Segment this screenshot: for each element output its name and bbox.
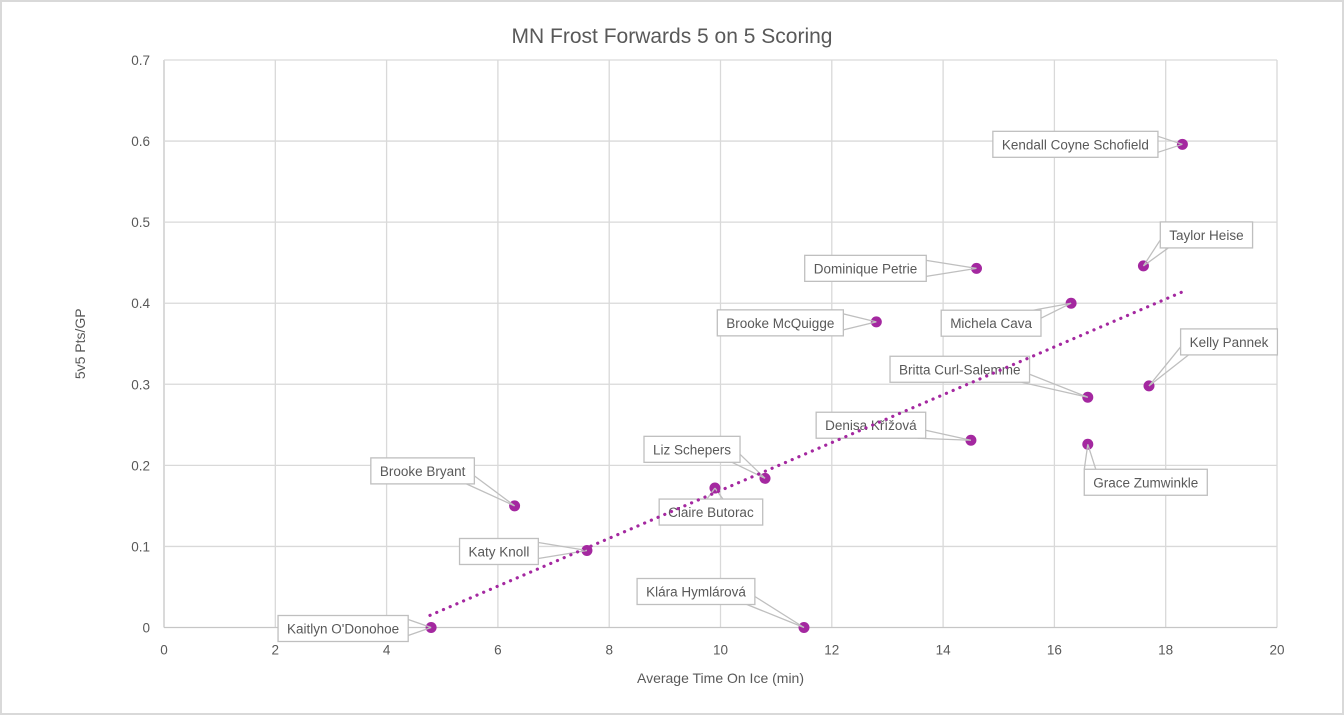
callout-label: Michela Cava <box>950 316 1032 331</box>
data-label-callout[interactable]: Michela Cava <box>940 302 1072 337</box>
x-tick-label: 14 <box>936 643 952 658</box>
callout-label: Kelly Pannek <box>1190 335 1269 350</box>
callout-label: Brooke Bryant <box>380 464 466 479</box>
y-axis-title: 5v5 Pts/GP <box>72 308 88 379</box>
callout-leader-line <box>1029 373 1089 398</box>
callout-leader-line <box>843 313 877 323</box>
data-label-callout[interactable]: Taylor Heise <box>1142 221 1254 267</box>
callout-box <box>1179 328 1279 356</box>
callout-label: Grace Zumwinkle <box>1093 475 1198 490</box>
callout-leader-line <box>1143 247 1169 267</box>
callout-box <box>940 309 1042 337</box>
x-tick-label: 0 <box>160 643 168 658</box>
callout-leader-line <box>843 321 877 331</box>
x-tick-label: 6 <box>494 643 502 658</box>
chart-title[interactable]: MN Frost Forwards 5 on 5 Scoring <box>512 25 833 48</box>
callout-box <box>716 309 844 337</box>
x-tick-label: 16 <box>1047 643 1062 658</box>
callout-leader-line <box>466 483 515 507</box>
callout-leader-line <box>538 541 588 552</box>
callout-box <box>1083 468 1208 496</box>
x-tick-label: 10 <box>713 643 728 658</box>
callout-leader-line <box>1032 302 1072 311</box>
callout-leader-line <box>1021 381 1088 398</box>
callout-label: Klára Hymlárová <box>646 585 746 600</box>
callout-box <box>815 411 927 439</box>
callout-leader-line <box>1157 135 1183 145</box>
x-tick-label: 8 <box>605 643 613 658</box>
callout-leader-line <box>1157 143 1183 153</box>
callout-leader-line <box>473 475 515 507</box>
callout-leader-line <box>1148 354 1190 387</box>
y-tick-label: 0 <box>142 621 150 636</box>
callout-box <box>458 537 539 566</box>
callout-box <box>992 130 1159 158</box>
x-tick-label: 2 <box>272 643 280 658</box>
callout-leader-line <box>1040 302 1072 319</box>
y-tick-label: 0.6 <box>131 134 150 149</box>
callout-leader-line <box>1142 239 1161 267</box>
callout-label: Katy Knoll <box>469 544 530 559</box>
callout-box <box>643 435 741 463</box>
callout-label: Claire Butorac <box>668 505 754 520</box>
x-tick-label: 20 <box>1269 643 1284 658</box>
callout-label: Kaitlyn O'Donohoe <box>287 622 399 637</box>
data-label-callout[interactable]: Claire Butorac <box>658 487 764 526</box>
data-label-callout[interactable]: Grace Zumwinkle <box>1083 444 1208 496</box>
callout-box <box>370 457 476 485</box>
callout-leader-line <box>739 453 766 479</box>
callout-label: Denisa Křížová <box>825 418 917 433</box>
y-tick-label: 0.5 <box>131 215 150 230</box>
data-label-callout[interactable]: Brooke Bryant <box>370 457 515 507</box>
callout-label: Liz Schepers <box>653 442 731 457</box>
callout-leader-line <box>407 626 432 637</box>
x-tick-label: 12 <box>824 643 839 658</box>
callout-leader-line <box>917 437 971 441</box>
callout-leader-line <box>925 429 972 441</box>
y-tick-label: 0.2 <box>131 458 150 473</box>
data-label-callout[interactable]: Liz Schepers <box>643 435 766 479</box>
x-tick-label: 18 <box>1158 643 1173 658</box>
callout-label: Dominique Petrie <box>814 261 918 276</box>
callout-leader-line <box>731 461 766 479</box>
callout-leader-line <box>754 595 805 629</box>
callout-box <box>277 614 409 643</box>
callout-leader-line <box>746 603 805 629</box>
callout-box <box>636 577 756 606</box>
callout-leader-line <box>1083 444 1089 470</box>
trendline[interactable] <box>428 290 1184 617</box>
data-label-callout[interactable]: Klára Hymlárová <box>636 577 805 629</box>
data-label-callout[interactable]: Brooke McQuigge <box>716 309 877 337</box>
x-axis-title: Average Time On Ice (min) <box>637 670 804 686</box>
callout-box <box>889 355 1031 383</box>
callout-label: Britta Curl-Salemme <box>899 362 1021 377</box>
callout-leader-line <box>926 267 977 277</box>
callout-leader-line <box>714 487 724 500</box>
data-label-callout[interactable]: Kelly Pannek <box>1148 328 1279 387</box>
data-label-callout[interactable]: Denisa Křížová <box>815 411 972 441</box>
y-tick-label: 0.1 <box>131 539 150 554</box>
data-label-callout[interactable]: Katy Knoll <box>458 537 588 566</box>
y-tick-label: 0.4 <box>131 296 150 311</box>
callout-leader-line <box>407 618 432 629</box>
callout-leader-line <box>1087 444 1097 470</box>
data-label-callout[interactable]: Dominique Petrie <box>804 254 977 283</box>
callout-box <box>1159 221 1254 249</box>
callout-leader-line <box>1148 346 1182 387</box>
callout-leader-line <box>926 259 977 269</box>
y-tick-label: 0.3 <box>131 377 150 392</box>
callout-box <box>804 254 927 283</box>
callout-box <box>658 498 764 526</box>
data-label-callout[interactable]: Kaitlyn O'Donohoe <box>277 614 432 643</box>
data-label-callout[interactable]: Kendall Coyne Schofield <box>992 130 1183 158</box>
x-tick-label: 4 <box>383 643 391 658</box>
callout-label: Kendall Coyne Schofield <box>1002 137 1149 152</box>
callout-label: Taylor Heise <box>1169 228 1243 243</box>
callout-label: Brooke McQuigge <box>726 316 834 331</box>
y-tick-label: 0.7 <box>131 53 150 68</box>
data-label-callout[interactable]: Britta Curl-Salemme <box>889 355 1089 398</box>
